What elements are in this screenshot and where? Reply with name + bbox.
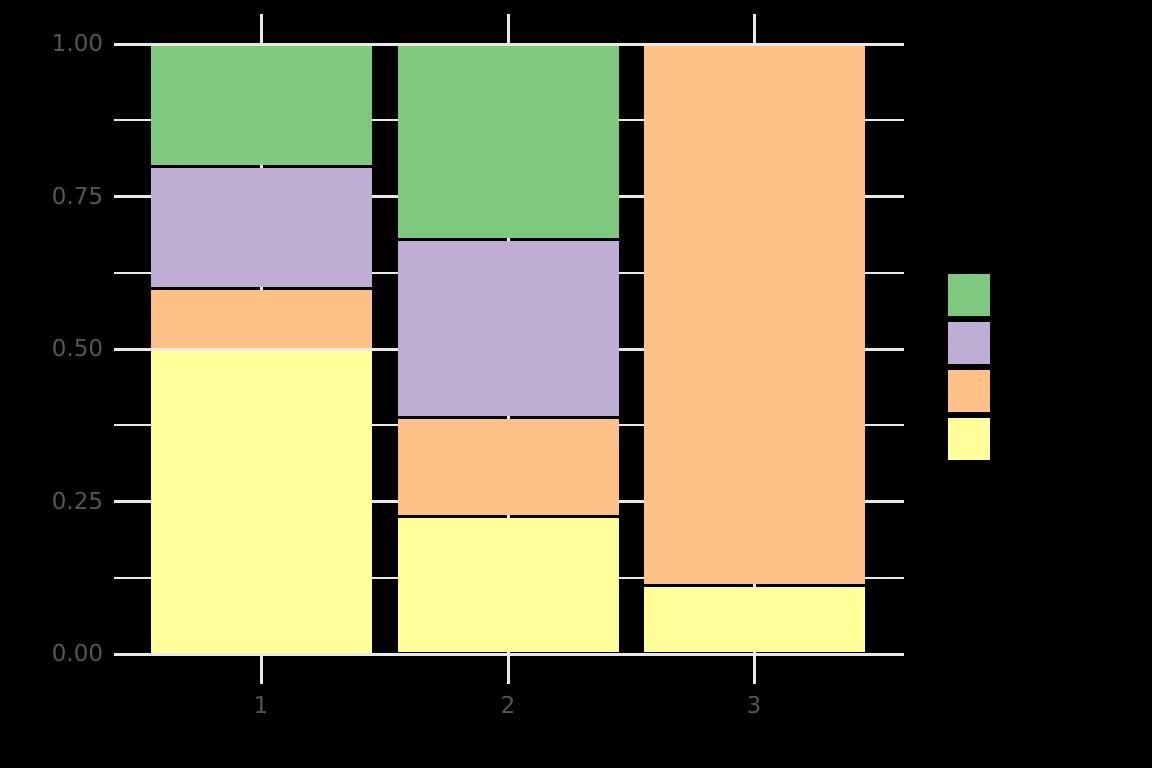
bar-segment-green-cat1 [151, 45, 372, 165]
bar-segment-orange-cat2 [398, 419, 619, 515]
gridline-y-major [114, 652, 904, 656]
legend-swatch-green [948, 274, 990, 316]
bar-segment-green-cat2 [398, 45, 619, 239]
legend-swatch-purple [948, 322, 990, 364]
bar-segment-purple-cat2 [398, 241, 619, 417]
x-tick-label: 1 [253, 693, 269, 719]
gridline-y-major [114, 42, 904, 46]
bar-segment-orange-cat1 [151, 289, 372, 348]
bar-segment-yellow-cat1 [151, 350, 372, 653]
bar-segment-orange-cat3 [644, 45, 865, 585]
legend-swatch-yellow [948, 418, 990, 460]
y-tick-label: 0.50 [51, 336, 103, 362]
y-tick-label: 0.25 [51, 488, 103, 515]
bar-segment-purple-cat1 [151, 167, 372, 287]
x-tick-label: 3 [746, 693, 762, 719]
bar-segment-yellow-cat3 [644, 587, 865, 653]
legend-swatch-orange [948, 370, 990, 412]
x-tick-label: 2 [500, 693, 516, 719]
y-tick-label: 0.75 [51, 183, 103, 210]
y-tick-label: 1.00 [51, 31, 103, 57]
y-tick-label: 0.00 [51, 641, 103, 667]
bar-segment-yellow-cat2 [398, 517, 619, 653]
